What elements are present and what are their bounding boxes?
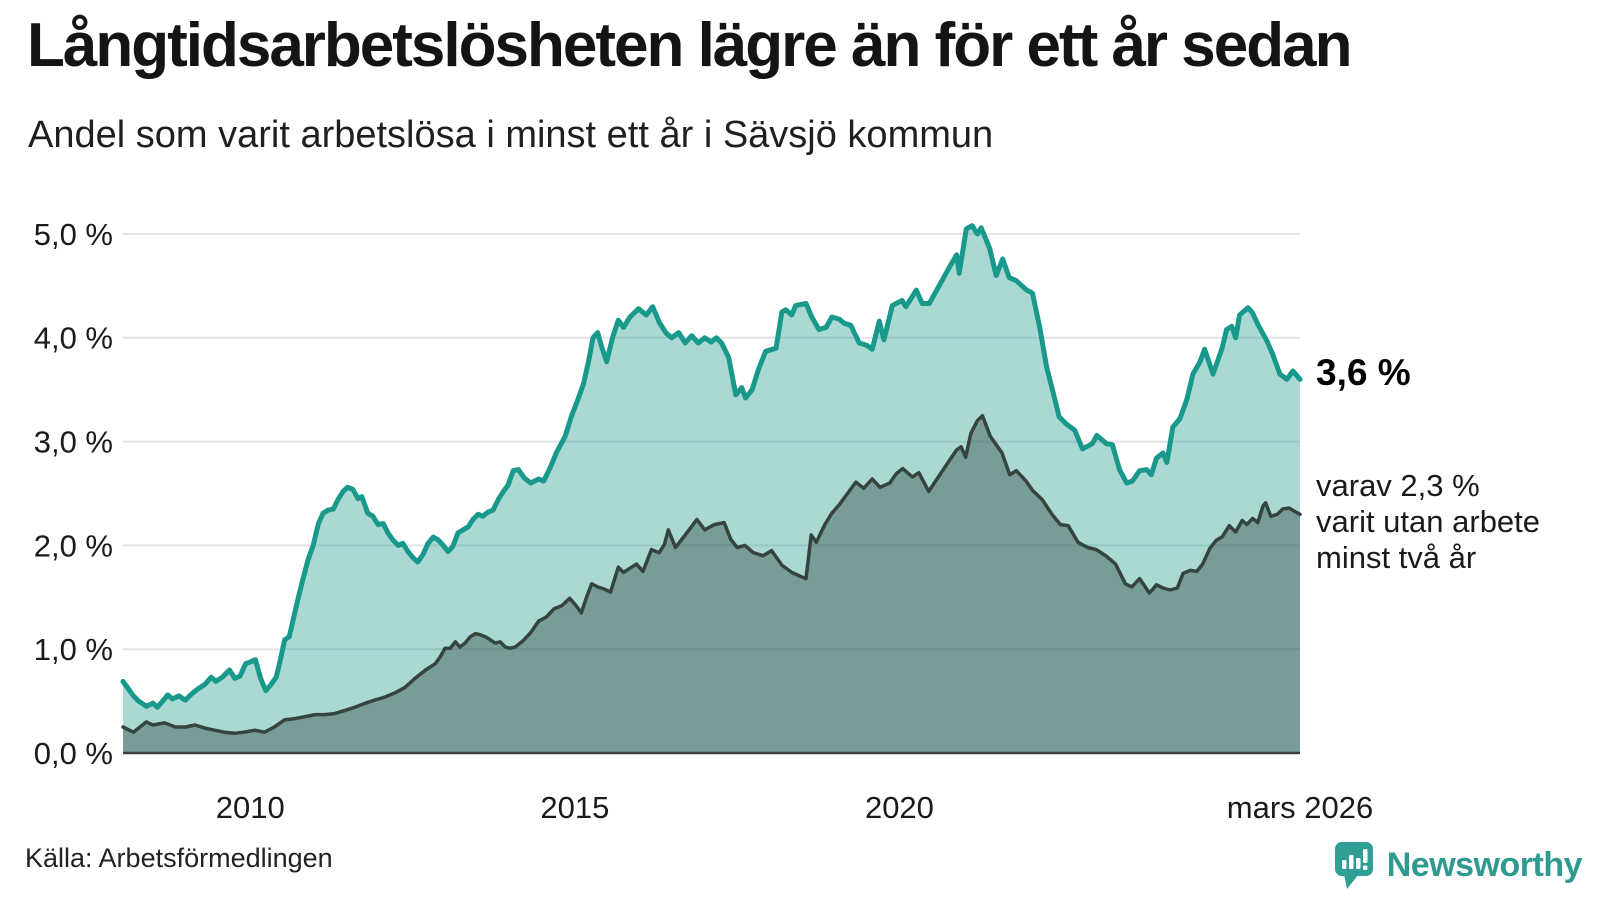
y-tick-label: 5,0 % <box>34 217 113 252</box>
y-tick-label: 2,0 % <box>34 528 113 563</box>
x-tick-label: 2020 <box>865 790 934 825</box>
end-label-total: 3,6 % <box>1316 352 1411 393</box>
x-tick-label: 2010 <box>216 790 285 825</box>
y-tick-label: 1,0 % <box>34 632 113 667</box>
y-tick-label: 3,0 % <box>34 424 113 459</box>
y-tick-label: 4,0 % <box>34 321 113 356</box>
newsworthy-logo-icon <box>1334 842 1373 889</box>
page-title: Långtidsarbetslösheten lägre än för ett … <box>27 11 1352 80</box>
series-line-0 <box>120 223 1303 710</box>
newsworthy-brand-label: Newsworthy <box>1386 845 1583 884</box>
series-area-0 <box>123 225 1300 753</box>
series-area-1 <box>123 415 1300 753</box>
x-tick-label: mars 2026 <box>1227 790 1373 825</box>
series-line-1 <box>121 413 1302 736</box>
source-note: Källa: Arbetsförmedlingen <box>25 843 333 873</box>
newsworthy-brand: Newsworthy <box>1333 840 1583 890</box>
page-subtitle: Andel som varit arbetslösa i minst ett å… <box>28 114 994 156</box>
end-label-subset: varav 2,3 % varit utan arbete minst två … <box>1316 468 1541 575</box>
y-tick-label: 0,0 % <box>34 736 113 771</box>
x-tick-label: 2015 <box>540 790 609 825</box>
